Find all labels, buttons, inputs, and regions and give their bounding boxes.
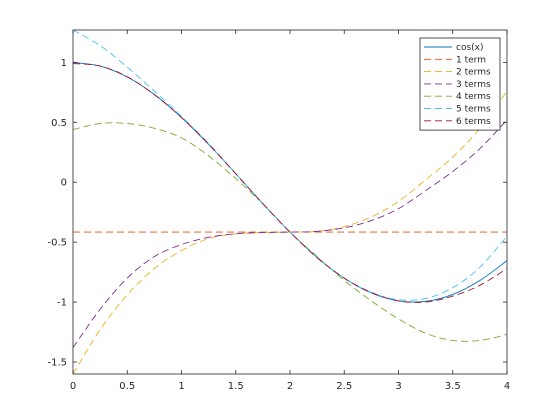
x-tick-label: 0.5: [119, 381, 135, 392]
legend-label-3: 3 terms: [456, 80, 491, 90]
y-axis: -1.5 -1 -0.5 0 0.5 1: [47, 58, 507, 369]
legend-box: [419, 37, 501, 131]
x-axis: 0 0.5 1 1.5 2 2.5 3 3.5 4: [70, 30, 510, 392]
x-tick-label: 1: [178, 381, 184, 392]
legend: cos(x) 1 term 2 terms 3 terms 4 terms 5 terms…: [419, 37, 501, 131]
y-tick-label: 0: [61, 178, 67, 189]
series-layer: [73, 30, 507, 374]
legend-label-2: 2 terms: [456, 68, 491, 78]
y-tick-label: -1: [57, 298, 67, 309]
legend-label-1: 1 term: [456, 55, 486, 65]
legend-label-0: cos(x): [456, 43, 484, 53]
x-tick-label: 1.5: [228, 381, 244, 392]
legend-label-6: 6 terms: [456, 117, 491, 127]
x-tick-label: 4: [504, 381, 510, 392]
y-tick-label: -1.5: [47, 358, 67, 369]
x-tick-label: 0: [70, 381, 76, 392]
x-tick-label: 2.5: [336, 381, 352, 392]
series-line-3: [73, 119, 507, 348]
series-line-6: [73, 63, 507, 303]
y-tick-label: 1: [61, 58, 67, 69]
legend-label-4: 4 terms: [456, 92, 491, 102]
y-tick-label: -0.5: [47, 238, 67, 249]
series-line-5: [73, 30, 507, 301]
y-tick-label: 0.5: [51, 118, 67, 129]
legend-label-5: 5 terms: [456, 105, 491, 115]
x-tick-label: 2: [287, 381, 293, 392]
x-tick-label: 3.5: [445, 381, 461, 392]
x-tick-label: 3: [395, 381, 401, 392]
